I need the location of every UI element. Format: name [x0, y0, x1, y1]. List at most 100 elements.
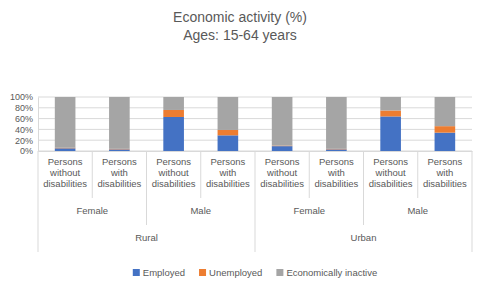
- bar: [218, 130, 239, 135]
- bar: [326, 149, 347, 151]
- x-tick-label: Personswithoutdisabilities: [152, 156, 196, 189]
- x-tick-label-line: Persons: [319, 156, 354, 167]
- x-tick-label-line: disabilities: [206, 178, 250, 189]
- bar: [109, 149, 130, 151]
- x-tick-label: Personswithdisabilities: [97, 156, 141, 189]
- x-tick-label-line: without: [266, 167, 297, 178]
- series-2: [55, 97, 455, 149]
- category-separator: [146, 151, 147, 225]
- bar: [109, 97, 130, 149]
- x-tick-label: Personswithdisabilities: [206, 156, 250, 189]
- category-separator: [417, 151, 418, 198]
- grid: [38, 97, 472, 151]
- y-tick: 0%: [20, 146, 38, 156]
- x-tick: Personswithdisabilities: [97, 151, 141, 189]
- y-tick: 80%: [15, 103, 38, 113]
- bar: [272, 97, 293, 146]
- legend: Employed Unemployed Economically inactive: [133, 267, 377, 278]
- grid-line: [38, 118, 472, 119]
- x-tick-label-line: with: [110, 167, 128, 178]
- x-tick-label-line: disabilities: [152, 178, 196, 189]
- bar: [218, 97, 239, 130]
- category-separators: [38, 151, 472, 252]
- bar: [55, 97, 76, 148]
- y-tick-label: 80%: [15, 103, 33, 113]
- x-tick: Personswithoutdisabilities: [369, 151, 413, 189]
- category-separator: [38, 151, 39, 252]
- y-tick: 20%: [15, 136, 38, 146]
- y-tick-label: 60%: [15, 114, 33, 124]
- x-tick-label-line: disabilities: [43, 178, 87, 189]
- x-tick-label-line: Persons: [48, 156, 83, 167]
- chart: Economic activity (%) Ages: 15-64 years 0%…: [0, 0, 480, 288]
- bar: [380, 111, 401, 117]
- subtitle: Ages: 15-64 years: [183, 27, 297, 43]
- legend-label: Unemployed: [209, 267, 262, 278]
- grid-line: [38, 129, 472, 130]
- category-separator: [363, 151, 364, 225]
- legend-item: Unemployed: [199, 267, 262, 278]
- background: [0, 0, 480, 288]
- bar: [218, 135, 239, 151]
- bar: [380, 116, 401, 151]
- legend-label: Economically inactive: [286, 267, 377, 278]
- x-tick-label-line: Persons: [373, 156, 408, 167]
- x-tick: Personswithdisabilities: [314, 151, 358, 189]
- x-tick-label-line: with: [327, 167, 345, 178]
- x-tick-label: Personswithdisabilities: [423, 156, 467, 189]
- category-separator: [472, 151, 473, 252]
- y-tick-label: 100%: [10, 92, 33, 102]
- bar: [435, 97, 456, 126]
- grid-line: [38, 97, 472, 98]
- y-tick-label: 40%: [15, 125, 33, 135]
- x-tick-label-line: without: [49, 167, 80, 178]
- x-tick-label: Personswithoutdisabilities: [43, 156, 87, 189]
- x-tick-label-line: disabilities: [369, 178, 413, 189]
- bar: [163, 97, 184, 110]
- x-tick: Personswithoutdisabilities: [43, 151, 87, 189]
- x-tick-label-line: Persons: [156, 156, 191, 167]
- group-label: Urban: [351, 232, 377, 243]
- category-separator: [200, 151, 201, 198]
- bar: [272, 146, 293, 151]
- x-tick-label-line: disabilities: [97, 178, 141, 189]
- x-tick-label-line: with: [435, 167, 453, 178]
- x-tick-label-line: without: [375, 167, 406, 178]
- y-tick: 40%: [15, 125, 38, 135]
- title: Economic activity (%): [173, 9, 307, 25]
- grid-line: [38, 140, 472, 141]
- legend-item: Economically inactive: [276, 267, 377, 278]
- grid-line: [38, 107, 472, 108]
- group-label: Rural: [135, 232, 158, 243]
- y-axis: 0%20%40%60%80%100%: [10, 92, 39, 156]
- legend-item: Employed: [133, 267, 185, 278]
- x-tick: Personswithdisabilities: [206, 151, 250, 189]
- legend-label: Employed: [143, 267, 185, 278]
- bar: [435, 133, 456, 151]
- x-tick: Personswithoutdisabilities: [260, 151, 304, 189]
- y-tick-label: 0%: [20, 146, 33, 156]
- category-separator: [92, 151, 93, 198]
- y-tick: 100%: [10, 92, 38, 102]
- group-labels: FemaleMaleFemaleMaleRuralUrban: [76, 205, 428, 243]
- bars: [55, 97, 455, 151]
- x-tick-label-line: without: [158, 167, 189, 178]
- bar: [326, 97, 347, 149]
- x-tick-label-line: disabilities: [260, 178, 304, 189]
- x-tick-label-line: Persons: [102, 156, 137, 167]
- category-separator: [255, 151, 256, 252]
- x-tick-label-line: Persons: [427, 156, 462, 167]
- x-tick-label: Personswithoutdisabilities: [369, 156, 413, 189]
- x-tick-label: Personswithoutdisabilities: [260, 156, 304, 189]
- x-tick-label: Personswithdisabilities: [314, 156, 358, 189]
- y-tick-label: 20%: [15, 136, 33, 146]
- x-tick-label-line: disabilities: [314, 178, 358, 189]
- group-label: Male: [190, 205, 211, 216]
- legend-swatch: [276, 269, 283, 276]
- x-tick-label-line: with: [218, 167, 236, 178]
- y-tick: 60%: [15, 114, 38, 124]
- x-tick: Personswithoutdisabilities: [152, 151, 196, 189]
- y-axis-line: [38, 98, 39, 152]
- x-tick-label-line: Persons: [210, 156, 245, 167]
- x-tick-label-line: Persons: [265, 156, 300, 167]
